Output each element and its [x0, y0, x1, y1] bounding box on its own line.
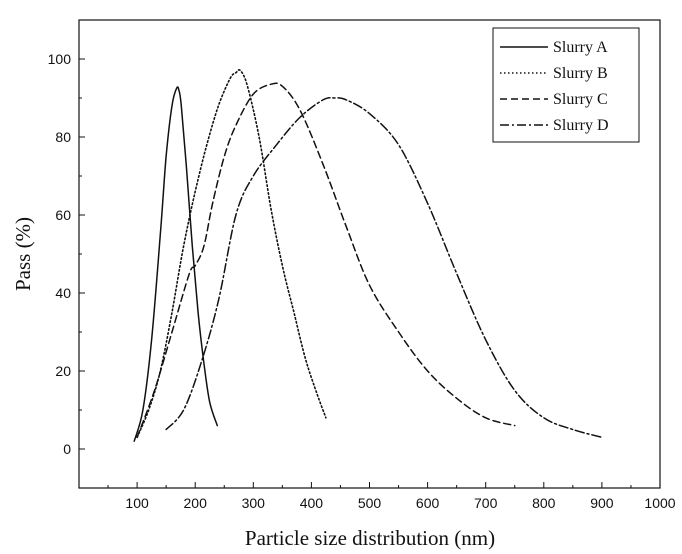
series-line-slurry-b [136, 69, 327, 439]
legend-label: Slurry B [553, 65, 608, 82]
y-axis-title: Pass (%) [11, 217, 35, 291]
y-tick-label: 80 [55, 129, 71, 145]
x-tick-label: 800 [532, 495, 556, 511]
legend-label: Slurry C [553, 91, 608, 108]
x-tick-label: 900 [590, 495, 614, 511]
series-layer [133, 69, 603, 442]
legend: Slurry A Slurry B Slurry C Slurry D [492, 27, 640, 143]
x-tick-label: 300 [242, 495, 266, 511]
y-tick-label: 100 [48, 51, 72, 67]
series-line-slurry-a [133, 86, 219, 442]
x-tick-label: 100 [125, 495, 149, 511]
x-tick-label: 400 [300, 495, 324, 511]
x-tick-label: 700 [474, 495, 498, 511]
legend-items: Slurry A Slurry B Slurry C Slurry D [500, 39, 609, 134]
y-tick-label: 20 [55, 363, 71, 379]
series-line-slurry-d [165, 97, 603, 439]
x-axis-title: Particle size distribution (nm) [245, 526, 495, 550]
y-axis-ticks: 0 20 40 60 80 100 [48, 51, 85, 457]
series-line-slurry-c [136, 82, 516, 439]
y-tick-label: 60 [55, 207, 71, 223]
x-tick-label: 600 [416, 495, 440, 511]
x-tick-label: 200 [184, 495, 208, 511]
x-axis-ticks: 100 200 300 400 500 600 700 800 900 1000 [107, 482, 676, 511]
x-tick-label: 500 [358, 495, 382, 511]
x-tick-label: 1000 [644, 495, 675, 511]
legend-label: Slurry D [553, 117, 609, 134]
y-tick-label: 40 [55, 285, 71, 301]
y-tick-label: 0 [63, 441, 71, 457]
legend-label: Slurry A [553, 39, 608, 56]
